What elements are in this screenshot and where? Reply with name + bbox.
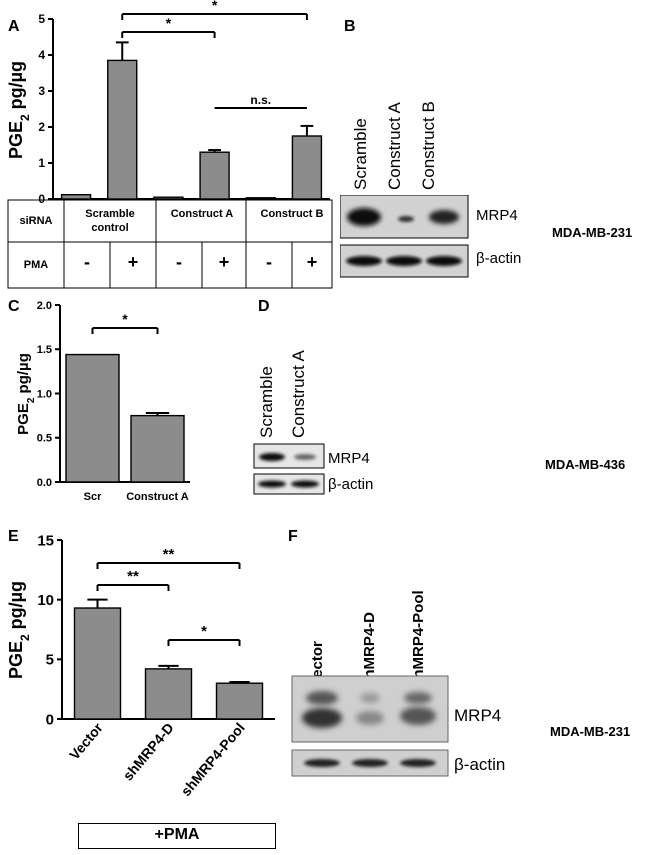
pma-box [78,823,276,849]
table-a-pma-2: + [127,252,139,272]
y-tick-label-e: 15 [37,532,54,549]
blot-b-lane-scramble: Scramble [351,118,370,190]
chart-e: 0 5 10 15 PGE2 pg/µg Vector shMRP4-D shMRP4-Poo… [6,532,275,799]
sig-e-1-label: ** [163,546,175,563]
panel-label-c: C [8,298,20,315]
table-a-pma-5: - [266,252,272,272]
table-a-pma-4: + [218,252,230,272]
table-a-group-construct-b: Construct B [260,208,324,220]
y-tick-label-e: 0 [46,711,54,728]
table-a-group-scramble: Scramble control [85,208,135,234]
table-a-pma-1: - [84,252,90,272]
y-tick-label-a: 3 [38,84,45,98]
bar-c-1 [65,353,120,483]
y-tick-label-c: 0.0 [37,477,52,489]
x-tick-label-e-3: shMRP4-Pool [178,720,248,799]
bar-a-5 [245,197,276,200]
panel-label-a: A [8,18,20,35]
cell-line-b: MDA-MB-231 [552,225,633,240]
y-tick-label-c: 1.0 [37,388,52,400]
y-tick-label-a: 5 [38,12,45,26]
blot-b-lane-construct-b: Construct B [419,101,438,190]
y-tick-label-c: 2.0 [37,300,52,312]
table-a-group-construct-a: Construct A [170,208,234,220]
y-tick-label-a: 0 [38,192,45,205]
panel-label-e: E [8,528,19,545]
bar-e-2 [144,668,193,720]
bar-c-2 [130,414,185,483]
bar-e-1 [73,607,122,720]
table-a-grid [7,199,333,289]
blot-f-image [291,675,449,777]
y-tick-label-e: 10 [37,592,54,609]
bar-e-3 [215,682,264,720]
sig-e-3-label: * [201,623,207,640]
table-a-pma-3: - [176,252,182,272]
y-tick-label-a: 1 [38,156,45,170]
sig-e-2-label: ** [127,568,139,585]
x-tick-label-e-1: Vector [66,719,106,762]
sig-a-1-label: * [212,0,218,13]
blot-d-mrp4-label: MRP4 [328,450,370,467]
y-tick-label-c: 1.5 [37,344,52,356]
y-tick-label-e: 5 [46,652,54,669]
table-a-pma-6: + [306,252,318,272]
y-tick-label-a: 4 [38,48,45,62]
pma-box-label: +PMA [154,826,200,843]
bar-a-2 [107,59,138,200]
bar-a-1 [60,193,92,200]
sig-c-1-label: * [122,311,128,327]
blot-b-actin-label: β-actin [476,250,522,267]
x-tick-label-e-2: shMRP4-D [120,720,177,784]
cell-line-f: MDA-MB-231 [550,724,631,739]
blot-f-mrp4-label: MRP4 [454,706,502,725]
blot-f-actin-label: β-actin [454,755,506,774]
x-tick-label-c-2: Construct A [126,491,189,503]
chart-c: 0.0 0.5 1.0 1.5 2.0 PGE2 pg/µg Scr Construct A * [15,300,190,503]
blot-b-image [340,195,469,278]
blot-b-lane-construct-a: Construct A [385,102,404,190]
bar-a-4 [199,151,230,200]
panel-label-b: B [344,18,356,35]
bar-a-6 [291,135,323,200]
table-a-sirna-label: siRNA [19,215,53,227]
blot-d-image [253,443,325,495]
y-axis-label-c: PGE2 pg/µg [15,353,37,435]
blot-d-lane-construct-a: Construct A [289,350,308,438]
table-a-pma-label: PMA [23,259,49,271]
y-axis-label-e: PGE2 pg/µg [6,581,32,679]
y-tick-label-a: 2 [38,120,45,134]
cell-line-d: MDA-MB-436 [545,457,626,472]
blot-b-mrp4-label: MRP4 [476,207,518,224]
y-tick-label-c: 0.5 [37,433,52,445]
sig-a-3-label: n.s. [250,93,271,107]
panel-label-d: D [258,298,270,315]
sig-a-2-label: * [166,15,172,31]
panel-label-f: F [288,528,298,545]
x-tick-label-c-1: Scr [84,491,102,503]
bar-a-3 [153,196,184,200]
blot-d-actin-label: β-actin [328,476,374,493]
